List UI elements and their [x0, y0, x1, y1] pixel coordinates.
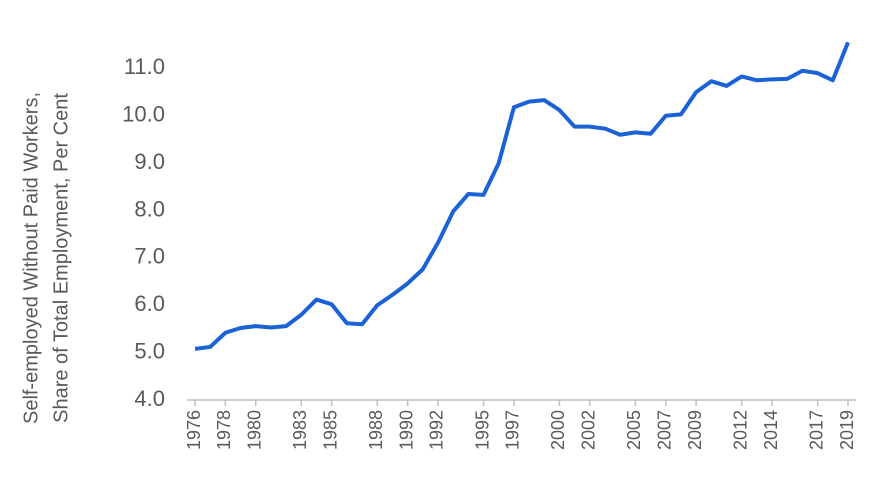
- y-tick-label: 9.0: [134, 149, 165, 174]
- x-tick-label: 2000: [548, 410, 568, 450]
- x-tick-label: 1976: [184, 410, 204, 450]
- y-axis-label: Self-employed Without Paid Workers, Shar…: [20, 92, 72, 424]
- x-tick-label: 2014: [761, 410, 781, 450]
- y-axis-label-line: Self-employed Without Paid Workers,: [20, 92, 42, 424]
- y-tick-label: 6.0: [134, 291, 165, 316]
- x-tick-label: 1997: [503, 410, 523, 450]
- x-tick-label: 1988: [366, 410, 386, 450]
- line: [194, 41, 850, 351]
- x-tick-label: 1992: [427, 410, 447, 450]
- y-tick-label: 11.0: [124, 54, 165, 79]
- x-tick-label: 1983: [290, 410, 310, 450]
- x-tick-label: 2005: [624, 410, 644, 450]
- x-tick-label: 2002: [579, 410, 599, 450]
- x-tick-label: 2009: [685, 410, 705, 450]
- y-axis-label-line: Share of Total Employment, Per Cent: [50, 93, 72, 423]
- y-tick-label: 4.0: [134, 386, 165, 411]
- x-tick-label: 2012: [730, 410, 750, 450]
- y-tick-label: 10.0: [122, 102, 165, 127]
- y-tick-label: 7.0: [134, 244, 165, 269]
- y-tick-label: 8.0: [134, 196, 165, 221]
- x-tick-label: 1985: [320, 410, 340, 450]
- x-tick-label: 2007: [655, 410, 675, 450]
- x-tick-label: 2017: [806, 410, 826, 450]
- x-tick-label: 2019: [837, 410, 857, 450]
- x-tick-label: 1990: [396, 410, 416, 450]
- x-tick-label: 1978: [214, 410, 234, 450]
- y-tick-label: 5.0: [134, 338, 165, 363]
- x-tick-label: 1980: [244, 410, 264, 450]
- x-tick-label: 1995: [472, 410, 492, 450]
